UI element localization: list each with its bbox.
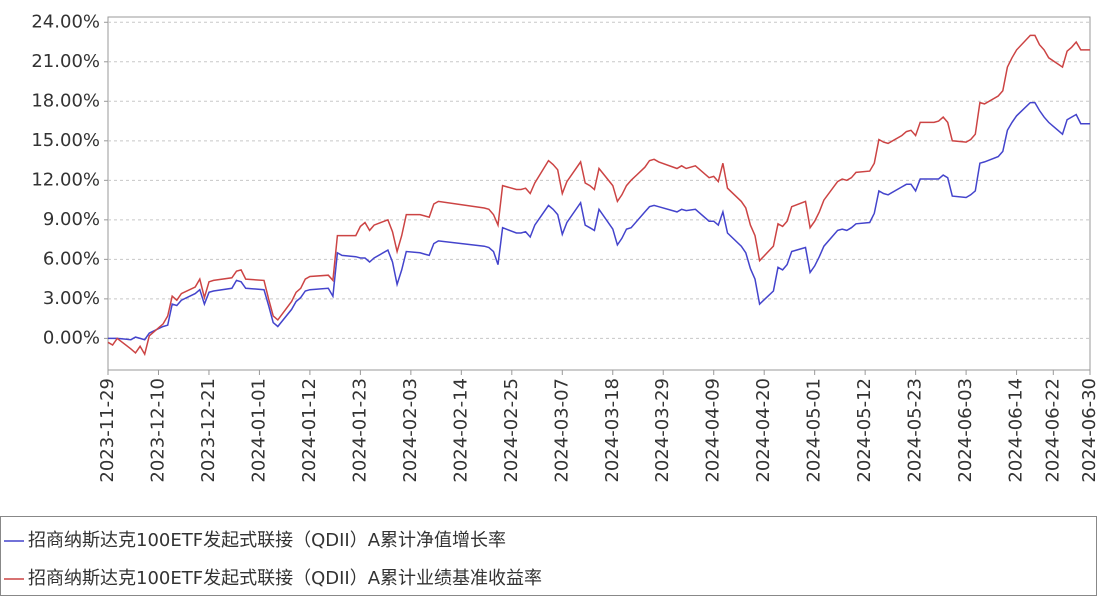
x-tick-label: 2024-02-03 bbox=[400, 378, 421, 483]
legend-box bbox=[0, 516, 1097, 596]
x-tick-label: 2024-02-14 bbox=[450, 378, 471, 483]
x-tick-label: 2024-01-01 bbox=[248, 378, 269, 483]
y-tick-label: 6.00% bbox=[43, 248, 100, 269]
y-tick-label: 3.00% bbox=[43, 288, 100, 309]
x-tick-label: 2024-02-25 bbox=[501, 378, 522, 483]
x-tick-label: 2024-03-18 bbox=[602, 378, 623, 483]
y-tick-label: 21.00% bbox=[31, 51, 100, 72]
x-tick-label: 2024-05-23 bbox=[905, 378, 926, 483]
x-tick-label: 2024-05-12 bbox=[854, 378, 875, 483]
y-tick-label: 9.00% bbox=[43, 209, 100, 230]
y-tick-label: 18.00% bbox=[31, 90, 100, 111]
plot-area bbox=[107, 16, 1091, 371]
series-line bbox=[107, 34, 1090, 357]
x-tick-label: 2024-06-03 bbox=[955, 378, 976, 483]
x-tick-label: 2024-05-01 bbox=[804, 378, 825, 483]
x-tick-label: 2024-06-30 bbox=[1079, 378, 1097, 483]
x-tick-label: 2023-12-10 bbox=[147, 378, 168, 483]
x-tick-label: 2024-04-20 bbox=[753, 378, 774, 483]
x-tick-label: 2024-01-12 bbox=[299, 378, 320, 483]
y-tick-label: 0.00% bbox=[43, 327, 100, 348]
series-line bbox=[108, 101, 1090, 341]
legend-label: 招商纳斯达克100ETF发起式联接（QDII）A累计净值增长率 bbox=[28, 530, 506, 551]
x-tick-label: 2023-12-21 bbox=[198, 378, 219, 483]
x-tick-label: 2023-11-29 bbox=[97, 378, 118, 483]
x-tick-label: 2024-03-07 bbox=[551, 378, 572, 483]
x-tick-label: 2024-03-29 bbox=[652, 378, 673, 483]
y-tick-label: 15.00% bbox=[31, 130, 100, 151]
x-tick-label: 2024-06-14 bbox=[1006, 378, 1027, 483]
x-tick-label: 2024-06-22 bbox=[1042, 378, 1063, 483]
x-tick-label: 2024-04-09 bbox=[703, 378, 724, 483]
legend-label: 招商纳斯达克100ETF发起式联接（QDII）A累计业绩基准收益率 bbox=[28, 568, 542, 589]
y-tick-label: 12.00% bbox=[31, 169, 100, 190]
x-tick-label: 2024-01-23 bbox=[349, 378, 370, 483]
y-tick-label: 24.00% bbox=[31, 11, 100, 32]
